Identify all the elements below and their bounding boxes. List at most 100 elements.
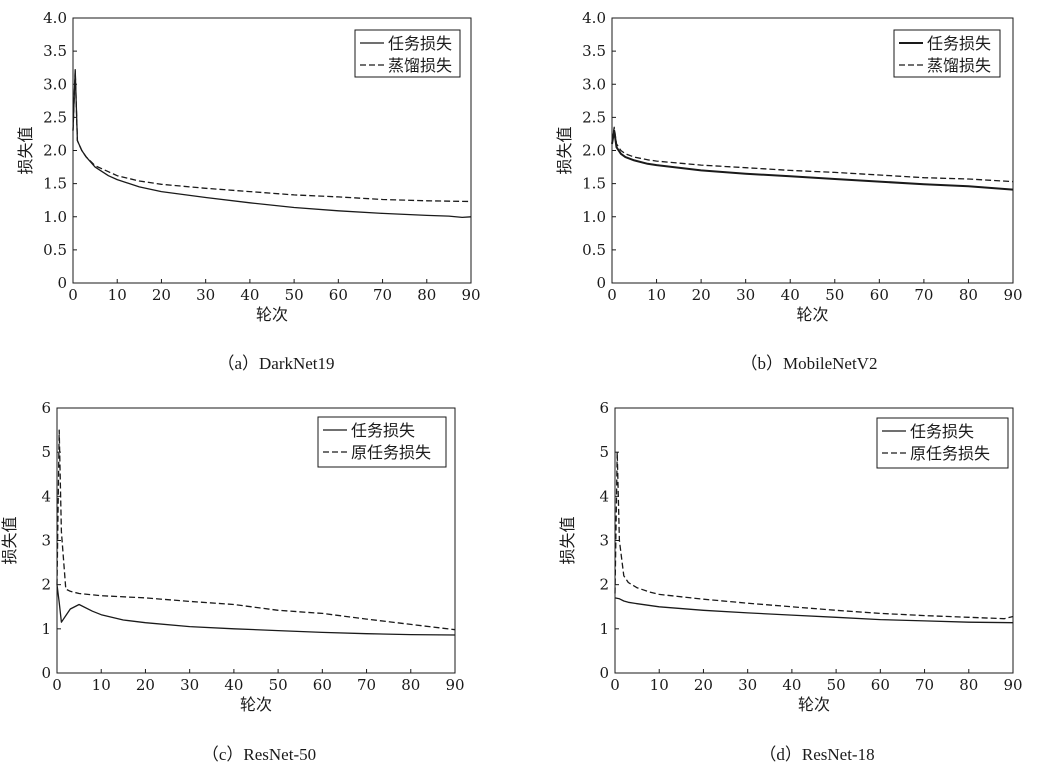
y-tick-label: 1.0 bbox=[43, 208, 67, 226]
y-tick-label: 3.0 bbox=[43, 75, 67, 93]
x-tick-label: 80 bbox=[959, 286, 978, 304]
x-axis-label: 轮次 bbox=[798, 695, 830, 714]
y-tick-label: 5 bbox=[599, 443, 609, 461]
series-line-dashed bbox=[611, 126, 1014, 183]
series-line-dashed bbox=[56, 429, 456, 631]
y-tick-label: 5 bbox=[41, 443, 51, 461]
series-line-solid bbox=[611, 129, 1014, 191]
x-tick-label: 40 bbox=[782, 676, 801, 694]
legend-label: 蒸馏损失 bbox=[927, 56, 991, 75]
x-tick-label: 60 bbox=[871, 676, 890, 694]
series-line-dashed bbox=[614, 451, 1014, 620]
legend-label: 蒸馏损失 bbox=[388, 56, 452, 75]
x-tick-label: 90 bbox=[1003, 676, 1022, 694]
y-tick-label: 4.0 bbox=[582, 9, 606, 27]
y-tick-label: 6 bbox=[599, 399, 609, 417]
legend-label: 任务损失 bbox=[927, 34, 991, 53]
x-tick-label: 20 bbox=[152, 286, 171, 304]
y-tick-label: 6 bbox=[41, 399, 51, 417]
caption-d: （d）ResNet-18 bbox=[759, 745, 875, 764]
y-tick-label: 2 bbox=[599, 576, 609, 594]
legend-label: 原任务损失 bbox=[910, 444, 990, 463]
y-tick-label: 1 bbox=[41, 620, 51, 638]
y-axis-label: 损失值 bbox=[558, 516, 577, 564]
chart-panel-b: 0 10 20 30 40 50 60 70 80 90 0 0.5 1.0 1.5 2.0 2.5 3.0 3.… bbox=[555, 9, 1023, 324]
caption-c: （c）ResNet-50 bbox=[201, 745, 317, 764]
x-axis-label: 轮次 bbox=[240, 695, 272, 714]
y-tick-label: 2.5 bbox=[43, 108, 67, 126]
y-tick-label: 3 bbox=[41, 532, 51, 550]
y-tick-label: 0.5 bbox=[582, 241, 606, 259]
y-tick-label: 2.0 bbox=[43, 142, 67, 160]
y-axis-label: 损失值 bbox=[0, 516, 19, 564]
y-tick-label: 2.5 bbox=[582, 108, 606, 126]
x-tick-label: 40 bbox=[240, 286, 259, 304]
legend-box bbox=[893, 29, 1001, 78]
x-tick-label: 60 bbox=[329, 286, 348, 304]
x-tick-label: 40 bbox=[781, 286, 800, 304]
legend-box bbox=[354, 29, 461, 78]
x-axis-label: 轮次 bbox=[256, 305, 288, 324]
x-tick-label: 70 bbox=[914, 286, 933, 304]
x-tick-label: 80 bbox=[401, 676, 420, 694]
y-tick-label: 3 bbox=[599, 532, 609, 550]
y-tick-label: 4 bbox=[41, 487, 51, 505]
y-tick-label: 3.0 bbox=[582, 75, 606, 93]
x-tick-label: 70 bbox=[357, 676, 376, 694]
x-tick-label: 50 bbox=[827, 676, 846, 694]
legend-label: 任务损失 bbox=[388, 34, 452, 53]
x-tick-label: 10 bbox=[650, 676, 669, 694]
y-tick-label: 1.0 bbox=[582, 208, 606, 226]
legend-label: 原任务损失 bbox=[351, 443, 431, 462]
x-axis-label: 轮次 bbox=[796, 305, 828, 324]
x-tick-label: 30 bbox=[736, 286, 755, 304]
x-tick-label: 20 bbox=[692, 286, 711, 304]
y-tick-label: 2.0 bbox=[582, 142, 606, 160]
x-tick-label: 90 bbox=[1003, 286, 1022, 304]
x-tick-label: 10 bbox=[647, 286, 666, 304]
y-tick-label: 2 bbox=[41, 576, 51, 594]
x-tick-label: 20 bbox=[136, 676, 155, 694]
y-tick-label: 3.5 bbox=[582, 42, 606, 60]
y-tick-label: 1 bbox=[599, 620, 609, 638]
x-tick-label: 0 bbox=[610, 676, 620, 694]
x-tick-label: 80 bbox=[417, 286, 436, 304]
y-tick-label: 4 bbox=[599, 487, 609, 505]
x-tick-label: 80 bbox=[959, 676, 978, 694]
legend-box bbox=[876, 417, 1009, 469]
series-line-solid bbox=[56, 584, 456, 636]
x-tick-label: 60 bbox=[870, 286, 889, 304]
x-tick-label: 0 bbox=[607, 286, 617, 304]
y-tick-label: 4.0 bbox=[43, 9, 67, 27]
y-tick-label: 1.5 bbox=[43, 175, 67, 193]
y-axis-label: 损失值 bbox=[16, 126, 35, 174]
x-tick-label: 0 bbox=[52, 676, 62, 694]
legend-label: 任务损失 bbox=[910, 422, 974, 441]
x-tick-label: 20 bbox=[694, 676, 713, 694]
series-line-dashed bbox=[72, 70, 472, 203]
x-tick-label: 60 bbox=[313, 676, 332, 694]
x-tick-label: 30 bbox=[738, 676, 757, 694]
y-axis-label: 损失值 bbox=[555, 126, 574, 174]
x-tick-label: 40 bbox=[224, 676, 243, 694]
x-tick-label: 50 bbox=[825, 286, 844, 304]
caption-a: （a）DarkNet19 bbox=[217, 354, 335, 373]
x-tick-label: 90 bbox=[445, 676, 464, 694]
x-tick-label: 10 bbox=[108, 286, 127, 304]
chart-panel-a: 0 10 20 30 40 50 60 70 80 90 0 0.5 1.0 1.5 2.0 2.5 3.0 3.… bbox=[16, 9, 481, 324]
x-tick-label: 50 bbox=[269, 676, 288, 694]
x-tick-label: 10 bbox=[92, 676, 111, 694]
legend-label: 任务损失 bbox=[351, 421, 415, 440]
y-tick-label: 3.5 bbox=[43, 42, 67, 60]
x-tick-label: 70 bbox=[915, 676, 934, 694]
x-tick-label: 30 bbox=[196, 286, 215, 304]
x-tick-label: 70 bbox=[373, 286, 392, 304]
y-tick-label: 0 bbox=[41, 664, 51, 682]
series-line-solid bbox=[72, 69, 472, 219]
series-line-solid bbox=[614, 597, 1014, 624]
legend-box bbox=[317, 416, 447, 468]
y-tick-label: 0.5 bbox=[43, 241, 67, 259]
caption-b: （b）MobileNetV2 bbox=[740, 354, 878, 373]
